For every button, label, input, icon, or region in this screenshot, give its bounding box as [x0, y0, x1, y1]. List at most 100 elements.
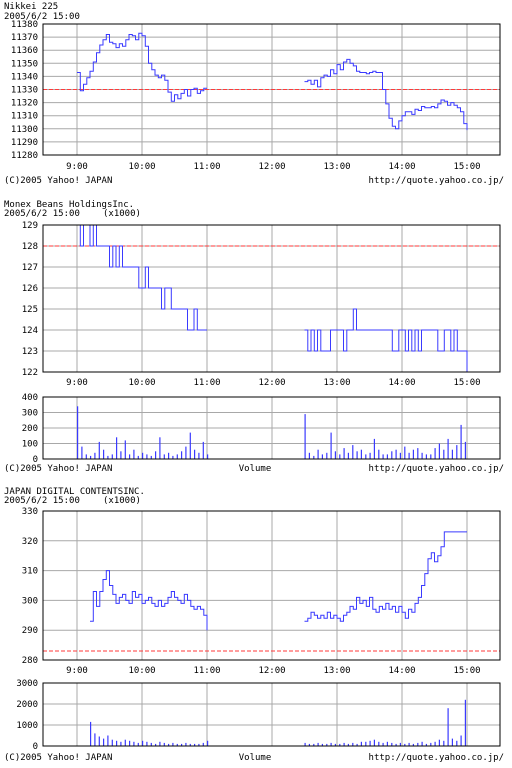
- x-tick-label: 15:00: [453, 666, 480, 676]
- volume-bar: [317, 449, 319, 459]
- volume-bar: [382, 454, 384, 459]
- nikkei-x-tick-labels: 9:00 10:00 11:00 12:00 13:00 14:00 15:00: [66, 162, 480, 172]
- volume-bar: [189, 432, 191, 459]
- volume-bar: [365, 454, 367, 459]
- y-tick-label: 280: [22, 656, 38, 666]
- volume-bar: [142, 740, 144, 747]
- volume-bar: [464, 699, 466, 746]
- monex-volume-y-tick-labels: 0 100 200 300 400: [22, 393, 38, 465]
- volume-bar: [321, 743, 323, 746]
- volume-y-tick-label: 300: [22, 409, 38, 419]
- y-tick-label: 11310: [11, 112, 38, 122]
- volume-bar: [434, 448, 436, 459]
- japan-digital-source-link[interactable]: http://quote.yahoo.co.jp/: [369, 753, 504, 763]
- volume-y-tick-label: 0: [33, 455, 38, 465]
- monex-unit-label: (x1000): [103, 209, 141, 219]
- volume-bar: [133, 449, 135, 459]
- volume-bar: [334, 743, 336, 746]
- volume-y-tick-label: 2000: [16, 700, 38, 710]
- volume-bar: [417, 742, 419, 746]
- japan-digital-timestamp: 2005/6/2 15:00: [4, 496, 80, 506]
- volume-bar: [146, 454, 148, 459]
- volume-bar: [176, 743, 178, 746]
- volume-y-tick-label: 0: [33, 742, 38, 752]
- y-tick-label: 290: [22, 626, 38, 636]
- x-tick-label: 12:00: [258, 162, 285, 172]
- volume-bar: [198, 452, 200, 459]
- monex-chart: Monex Beans HoldingsInc. 2005/6/2 15:00 …: [4, 200, 504, 474]
- volume-bar: [356, 743, 358, 746]
- volume-bar: [155, 451, 157, 460]
- volume-bar: [417, 448, 419, 459]
- x-tick-label: 13:00: [323, 666, 350, 676]
- volume-bar: [321, 454, 323, 459]
- x-tick-label: 12:00: [258, 378, 285, 388]
- volume-bar: [107, 455, 109, 459]
- volume-bar: [360, 449, 362, 459]
- japan-digital-volume-gridlines: [43, 683, 500, 746]
- volume-bar: [168, 743, 170, 746]
- volume-bar: [150, 455, 152, 459]
- volume-bar: [133, 741, 135, 746]
- volume-bar: [185, 446, 187, 459]
- volume-bar: [339, 743, 341, 746]
- volume-bar: [150, 742, 152, 746]
- volume-bar: [382, 742, 384, 746]
- volume-bar: [129, 740, 131, 747]
- volume-bar: [90, 455, 92, 459]
- volume-bar: [404, 743, 406, 746]
- y-tick-label: 310: [22, 567, 38, 577]
- x-tick-label: 15:00: [453, 378, 480, 388]
- volume-bar: [304, 742, 306, 746]
- y-tick-label: 127: [22, 263, 38, 273]
- volume-bar: [172, 455, 174, 459]
- japan-digital-title: JAPAN DIGITAL CONTENTSINC.: [4, 487, 145, 497]
- japan-digital-y-tick-labels: 280 290 300 310 320 330: [22, 507, 38, 666]
- x-tick-label: 11:00: [193, 162, 220, 172]
- y-tick-label: 300: [22, 596, 38, 606]
- volume-bar: [124, 739, 126, 746]
- volume-bar: [378, 449, 380, 459]
- x-tick-label: 14:00: [388, 666, 415, 676]
- volume-bar: [421, 452, 423, 459]
- japan-digital-price-series: [90, 531, 467, 631]
- volume-bar: [434, 741, 436, 746]
- volume-bar: [189, 743, 191, 746]
- price-line: [304, 531, 467, 622]
- japan-digital-copyright: (C)2005 Yahoo! JAPAN: [4, 753, 112, 763]
- volume-bar: [430, 454, 432, 459]
- volume-bar: [460, 735, 462, 746]
- japan-digital-unit-label: (x1000): [103, 496, 141, 506]
- volume-y-tick-label: 100: [22, 440, 38, 450]
- x-tick-label: 9:00: [66, 666, 88, 676]
- volume-bar: [460, 424, 462, 459]
- y-tick-label: 11290: [11, 138, 38, 148]
- monex-gridlines: [43, 225, 500, 372]
- monex-source-link[interactable]: http://quote.yahoo.co.jp/: [369, 464, 504, 474]
- price-line: [77, 32, 207, 102]
- nikkei-source-link[interactable]: http://quote.yahoo.co.jp/: [369, 176, 504, 186]
- y-tick-label: 123: [22, 347, 38, 357]
- volume-bar: [352, 445, 354, 459]
- x-tick-label: 14:00: [388, 378, 415, 388]
- volume-bar: [339, 454, 341, 459]
- volume-bar: [412, 449, 414, 459]
- volume-bar: [399, 452, 401, 459]
- volume-y-tick-label: 200: [22, 424, 38, 434]
- volume-bar: [343, 448, 345, 459]
- volume-bar: [159, 437, 161, 459]
- volume-bar: [330, 432, 332, 459]
- volume-bar: [198, 743, 200, 746]
- volume-bar: [181, 743, 183, 746]
- volume-bar: [395, 743, 397, 746]
- volume-bar: [103, 449, 105, 459]
- nikkei-copyright: (C)2005 Yahoo! JAPAN: [4, 176, 112, 186]
- volume-bar: [124, 440, 126, 459]
- volume-bar: [116, 437, 118, 459]
- volume-bar: [343, 742, 345, 746]
- monex-volume-frame: [42, 396, 501, 460]
- volume-bar: [451, 738, 453, 746]
- volume-bar: [326, 452, 328, 459]
- y-tick-label: 126: [22, 284, 38, 294]
